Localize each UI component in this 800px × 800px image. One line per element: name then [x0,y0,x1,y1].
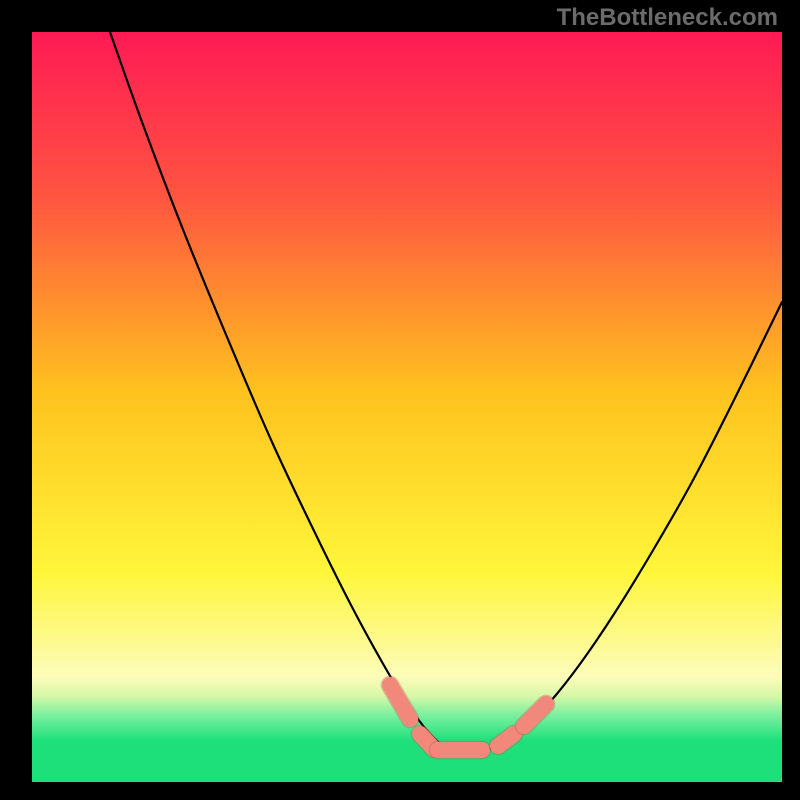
frame-border-left [0,0,32,800]
bottleneck-chart [0,0,800,800]
watermark-text: TheBottleneck.com [557,4,778,32]
frame-border-right [782,0,800,800]
frame-border-bottom [0,782,800,800]
chart-background [32,32,782,782]
